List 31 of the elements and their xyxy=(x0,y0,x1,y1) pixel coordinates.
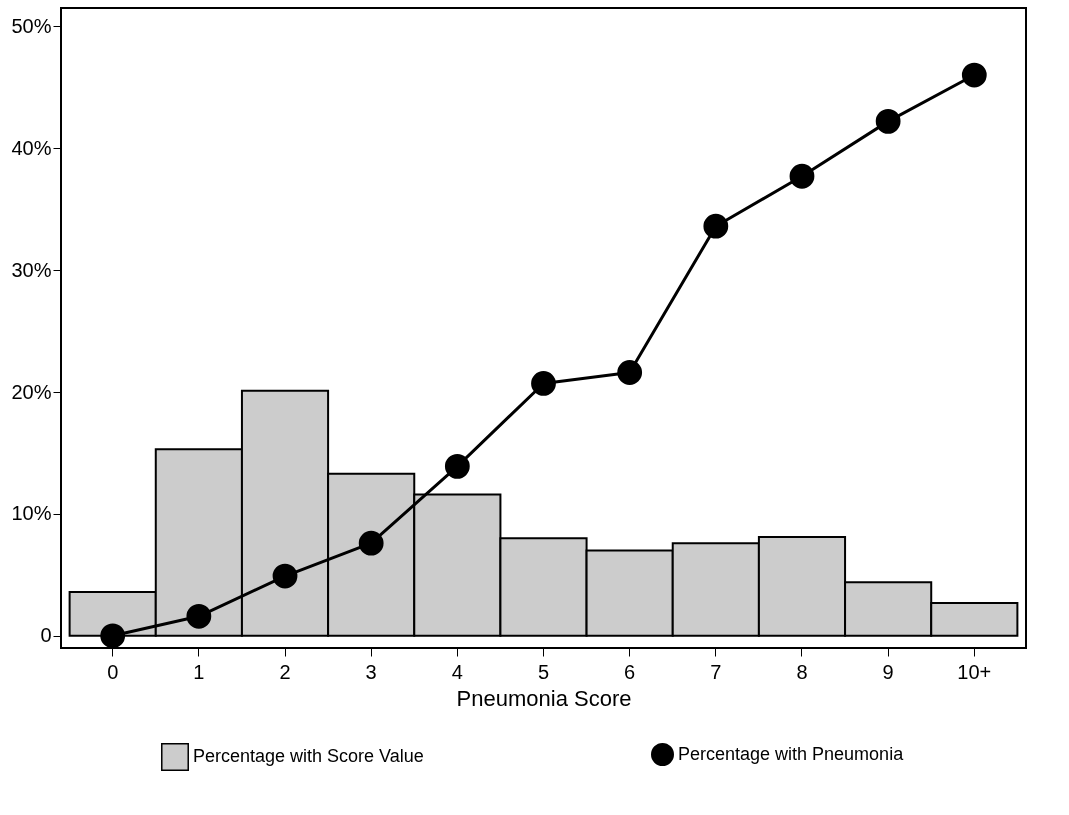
x-tick-label: 1 xyxy=(193,660,205,683)
y-tick-label: 40% xyxy=(11,136,52,159)
y-tick-label: 20% xyxy=(11,380,52,403)
x-tick-label: 3 xyxy=(365,660,377,683)
legend-label: Percentage with Score Value xyxy=(193,746,424,766)
x-tick-label: 5 xyxy=(537,660,550,683)
x-axis-title: Pneumonia Score xyxy=(456,685,632,711)
x-tick-label: 9 xyxy=(882,660,894,683)
y-tick-label: 0 xyxy=(40,624,52,647)
x-tick-label: 2 xyxy=(279,660,291,683)
y-tick-label: 50% xyxy=(11,14,52,37)
point xyxy=(272,563,298,589)
point xyxy=(186,603,212,629)
point xyxy=(617,360,643,385)
legend-label: Percentage with Pneumonia xyxy=(678,743,905,764)
x-tick-label: 6 xyxy=(624,660,636,683)
y-tick-label: 10% xyxy=(11,502,52,525)
point xyxy=(789,163,815,189)
y-tick-label: 30% xyxy=(11,258,52,281)
point xyxy=(531,371,556,396)
point xyxy=(444,453,470,479)
point xyxy=(875,108,901,134)
x-tick-label: 8 xyxy=(796,660,808,683)
x-tick-label: 7 xyxy=(710,660,722,683)
x-tick-label: 0 xyxy=(107,660,119,683)
point xyxy=(961,62,987,88)
point xyxy=(100,623,126,649)
x-tick-label: 4 xyxy=(451,660,463,683)
x-tick-label: 10+ xyxy=(957,660,992,683)
point xyxy=(703,213,729,239)
point xyxy=(358,530,384,556)
